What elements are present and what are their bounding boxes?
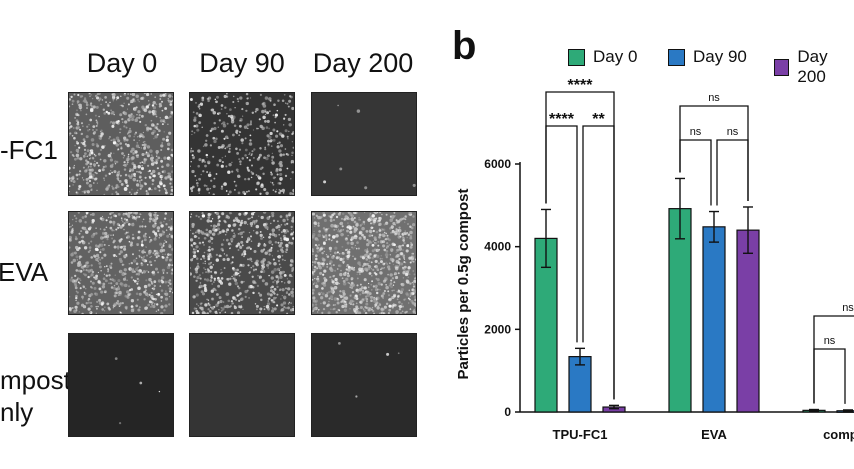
micrograph-eva-day200	[311, 211, 417, 315]
row-label-tpu: -FC1	[0, 135, 58, 165]
micrograph-compost-day90	[189, 333, 295, 437]
bar-eva-day-90	[702, 226, 726, 413]
micrograph-eva-day90	[189, 211, 295, 315]
bar-eva-day-200	[736, 229, 760, 413]
significance-label: ns	[690, 126, 702, 138]
significance-label: **	[592, 111, 605, 128]
significance-bracket	[679, 139, 712, 206]
significance-label: ns	[727, 126, 739, 138]
significance-bracket	[679, 105, 749, 201]
x-tick-label: compos	[823, 427, 854, 442]
micrograph-tpu-day0	[68, 92, 174, 196]
y-tick-label: 0	[504, 405, 511, 419]
y-tick-label: 4000	[484, 240, 511, 254]
significance-label: ****	[568, 77, 594, 94]
column-header-day90: Day 90	[199, 48, 285, 78]
micrograph-compost-day0	[68, 333, 174, 437]
significance-bracket	[545, 125, 578, 343]
legend-swatch-day0	[568, 48, 585, 66]
panel-letter-b: b	[452, 24, 477, 68]
column-header-day0: Day 0	[86, 48, 158, 78]
significance-label: ns	[824, 335, 836, 347]
significance-label: ns	[708, 92, 720, 104]
column-header-day200: Day 200	[312, 48, 414, 78]
legend-label-day90: Day 90	[693, 47, 747, 66]
legend-item-day0: Day 0	[568, 47, 637, 67]
significance-bracket	[813, 315, 854, 404]
row-label-compost: mpost	[0, 365, 71, 395]
legend-item-day90: Day 90	[668, 47, 747, 67]
legend-swatch-day90	[668, 48, 685, 66]
micrograph-tpu-day90	[189, 92, 295, 196]
significance-bracket	[716, 139, 749, 206]
y-tick-label: 2000	[484, 322, 511, 336]
significance-bracket	[582, 125, 615, 400]
significance-label: ns	[842, 302, 854, 314]
micrograph-tpu-day200	[311, 92, 417, 196]
legend-label-day200: Day 200	[797, 47, 828, 86]
significance-bracket	[813, 348, 846, 404]
x-tick-label: EVA	[701, 427, 727, 442]
row-label-eva: EVA	[0, 257, 49, 287]
micrograph-eva-day0	[68, 211, 174, 315]
row-label-only: nly	[0, 397, 34, 427]
micrograph-compost-day200	[311, 333, 417, 437]
legend-swatch-day200	[774, 58, 790, 76]
legend-item-day200: Day 200	[774, 47, 854, 87]
y-axis-label: Particles per 0.5g compost	[455, 189, 472, 380]
significance-label: ****	[549, 111, 575, 128]
bar-chart: 0 2000 4000 6000 Particles per 0.5g compost T…	[455, 77, 854, 442]
y-tick-label: 6000	[484, 157, 511, 171]
x-tick-label: TPU-FC1	[553, 427, 608, 442]
legend-label-day0: Day 0	[593, 47, 638, 66]
